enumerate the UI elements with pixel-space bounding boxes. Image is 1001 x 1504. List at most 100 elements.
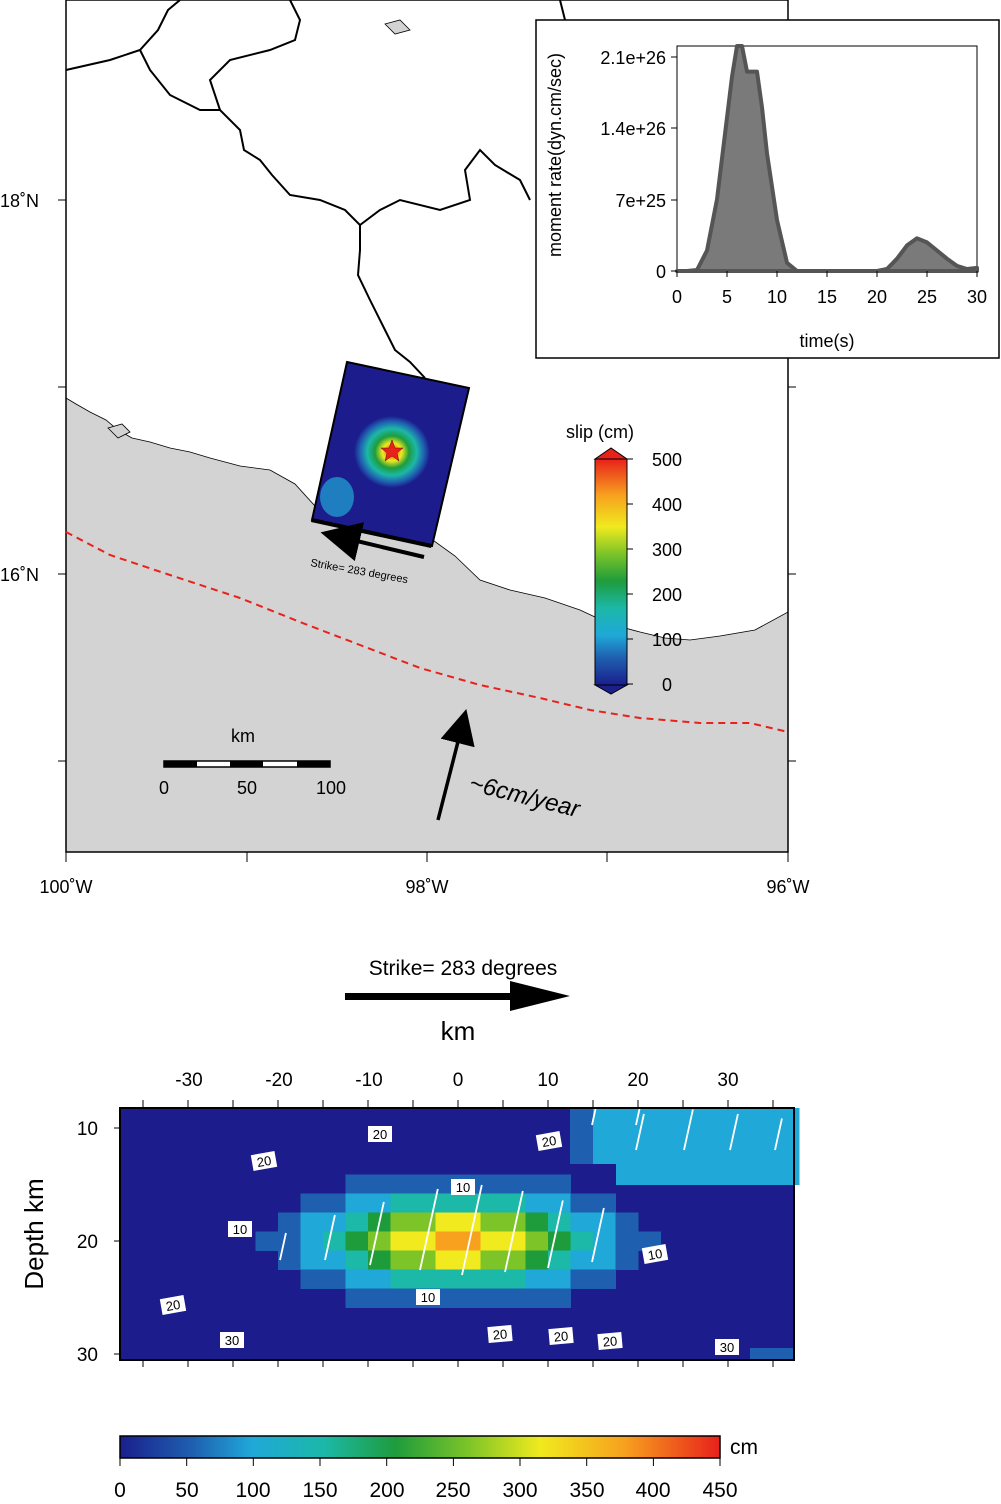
rake-vector (419, 1188, 439, 1271)
slip-cell (458, 1250, 481, 1270)
slip-tick: 500 (652, 450, 682, 470)
slip-cell (593, 1250, 616, 1270)
rake-vector (547, 1200, 564, 1269)
inset-xtick: 10 (767, 287, 787, 307)
slip-cell (548, 1174, 571, 1194)
slip-cell (255, 1231, 279, 1251)
slip-cell (548, 1250, 571, 1270)
contour-label: 20 (553, 1328, 569, 1344)
inset-ytick: 7e+25 (615, 191, 666, 211)
slip-cell (616, 1108, 640, 1185)
cbar-tick: 200 (369, 1479, 404, 1502)
slip-cell (503, 1231, 526, 1251)
contour-label: 20 (373, 1127, 387, 1142)
section-xtick: 0 (453, 1070, 464, 1091)
scale-tick: 100 (316, 778, 346, 798)
lat-label-16: 16˚N (0, 565, 39, 585)
slip-cell (525, 1174, 549, 1194)
epicenter-star-icon (380, 439, 404, 462)
slip-cell (413, 1231, 436, 1251)
inset-ylabel: moment rate(dyn.cm/sec) (545, 53, 565, 257)
island (107, 423, 131, 439)
slip-cell (390, 1193, 414, 1213)
slip-cell (548, 1269, 571, 1289)
slip-tick: 100 (652, 630, 682, 650)
contour-labels: 20 20 20 10 10 10 10 20 30 20 20 20 30 (159, 1126, 739, 1355)
slip-cell (548, 1212, 571, 1232)
slip-cell (278, 1231, 301, 1251)
plate-motion-arrow (436, 709, 475, 821)
slip-cell (480, 1250, 504, 1270)
trench-line (65, 531, 789, 733)
cbar-tick: 250 (435, 1479, 470, 1502)
slip-cell (458, 1269, 481, 1289)
inset-xlabel: time(s) (800, 331, 855, 351)
slip-tick: 0 (662, 675, 672, 695)
slip-cell (548, 1193, 571, 1213)
inset-xtick: 25 (917, 287, 937, 307)
slip-cell (368, 1250, 391, 1270)
slip-cell (480, 1174, 504, 1194)
slip-cell (503, 1288, 526, 1308)
lon-label-100: 100˚W (39, 877, 92, 897)
scale-tick: 0 (159, 778, 169, 798)
cbar-tick: 100 (235, 1479, 270, 1502)
slip-cell (615, 1212, 639, 1232)
contour-label: 10 (233, 1222, 247, 1237)
slip-cell (278, 1250, 301, 1270)
state-borders (65, 0, 567, 379)
slip-cell (570, 1108, 594, 1164)
rake-vector (324, 1214, 336, 1261)
slip-cell (435, 1212, 459, 1232)
slip-cell (300, 1193, 324, 1213)
slip-cell (754, 1108, 778, 1185)
slip-cell (548, 1288, 571, 1308)
section-xtick: 10 (537, 1070, 558, 1091)
slip-cell (731, 1108, 755, 1185)
section-frame (119, 1107, 795, 1361)
slip-cell (323, 1231, 346, 1251)
slip-cell (570, 1193, 594, 1213)
slip-cell (458, 1288, 481, 1308)
rake-vector (369, 1201, 385, 1266)
slip-cell (435, 1193, 459, 1213)
slip-cell (480, 1193, 504, 1213)
slip-cell (345, 1193, 369, 1213)
slip-cell (345, 1269, 369, 1289)
slip-cell (570, 1269, 594, 1289)
slip-cells (255, 1108, 800, 1360)
slip-cell (413, 1250, 436, 1270)
slip-cell (570, 1231, 594, 1251)
slip-cell (593, 1231, 616, 1251)
contour-label: 20 (165, 1297, 182, 1314)
slip-tick: 200 (652, 585, 682, 605)
rake-vector (461, 1184, 483, 1276)
contour-label: 10 (647, 1246, 664, 1263)
slip-cell (525, 1231, 549, 1251)
contour-label: 20 (256, 1153, 273, 1170)
cbar-tick: 400 (635, 1479, 670, 1502)
contour-label: 20 (492, 1326, 508, 1342)
slip-cell (323, 1250, 346, 1270)
slip-cell (435, 1288, 459, 1308)
cbar-tick: 300 (502, 1479, 537, 1502)
section-colorbar-unit: cm (730, 1436, 758, 1459)
rake-vector (635, 1093, 644, 1126)
slip-cell (413, 1193, 436, 1213)
contour-label: 20 (541, 1133, 558, 1150)
slip-cell (345, 1288, 369, 1308)
scale-bar-title: km (231, 726, 255, 746)
rake-vector (683, 1109, 694, 1151)
slip-cell (615, 1250, 639, 1270)
slip-cell (525, 1193, 549, 1213)
section-xtick: 20 (627, 1070, 648, 1091)
slip-cell (278, 1212, 301, 1232)
slip-cell (300, 1212, 324, 1232)
contour-label: 20 (602, 1333, 618, 1349)
section-colorbar (119, 1435, 721, 1459)
slip-cell (503, 1193, 526, 1213)
slip-cell (435, 1250, 459, 1270)
slip-cell (368, 1193, 391, 1213)
slip-cell (639, 1108, 663, 1185)
slip-colorbar-title: slip (cm) (566, 422, 634, 442)
